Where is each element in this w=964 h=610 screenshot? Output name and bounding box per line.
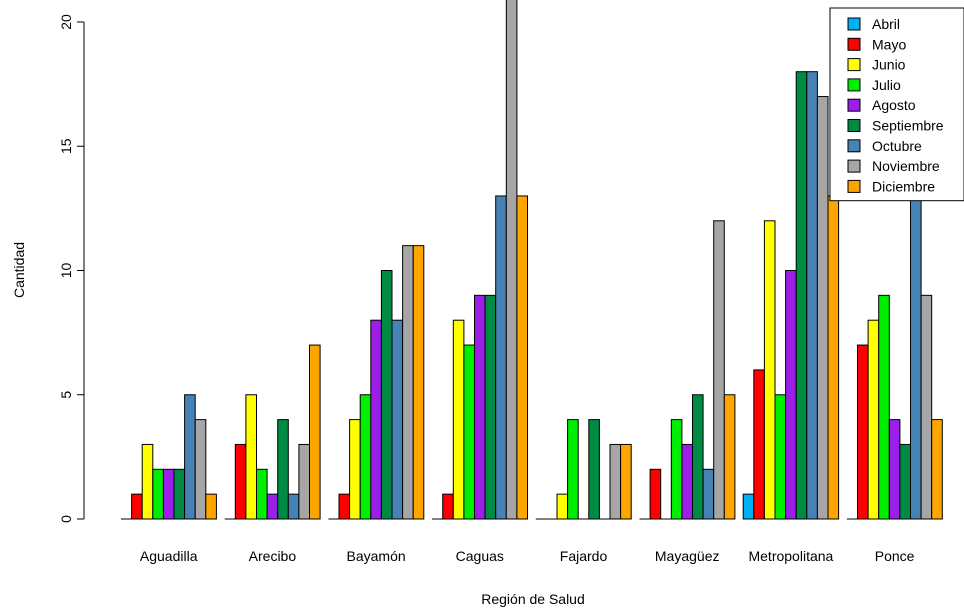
bar-diciembre-0 [205,493,217,520]
bar-octubre-1 [287,493,300,520]
bar-agosto-3 [474,294,486,520]
bar-diciembre-1 [309,344,321,520]
bar-julio-4 [567,419,579,520]
bar-octubre-2 [391,319,404,520]
bar-group [121,0,943,520]
bar-agosto-5 [681,443,694,520]
bar-junio-0 [141,443,154,520]
x-tick-label: Caguas [456,548,504,564]
x-tick-label: Aguadilla [140,548,198,564]
bar-junio-2 [349,419,361,520]
bar-mayo-1 [234,443,247,520]
legend: Abril Mayo Junio Julio Agosto Septiembre Octub… [829,7,964,202]
bar-septiembre-5 [692,394,704,520]
bar-septiembre-1 [277,419,289,520]
bar-noviembre-0 [194,419,207,520]
y-tick-label: 10 [58,263,74,279]
bar-septiembre-7 [899,443,912,520]
bar-noviembre-5 [713,220,725,520]
x-axis: Aguadilla Arecibo Bayamón Caguas Fajardo Maya… [140,548,915,564]
bar-junio-6 [763,220,776,520]
legend-swatch [847,159,861,173]
bar-octubre-3 [495,195,507,520]
bar-noviembre-6 [816,96,829,520]
bar-diciembre-2 [412,245,425,520]
x-tick-label: Bayamón [347,548,406,564]
bar-septiembre-3 [484,294,497,520]
legend-swatch [847,37,861,51]
y-tick-label: 15 [58,138,74,154]
legend-swatch [847,58,861,72]
y-tick-label: 0 [58,515,74,523]
bar-noviembre-4 [609,443,622,520]
x-tick-label: Mayagüez [655,548,720,564]
bar-mayo-7 [857,344,869,520]
x-axis-title: Región de Salud [481,591,585,607]
bar-diciembre-5 [723,394,736,520]
bar-agosto-7 [888,419,901,520]
legend-label: Septiembre [872,118,944,134]
legend-swatch [847,119,861,132]
legend-label: Junio [872,57,906,73]
bar-octubre-5 [702,468,715,520]
y-tick-label: 20 [58,14,74,30]
legend-swatch [847,17,861,31]
legend-label: Julio [872,77,901,93]
bar-mayo-2 [338,493,351,520]
y-tick-label: 5 [58,391,74,399]
y-axis: 0 5 10 15 20 [58,14,85,523]
bar-agosto-0 [162,468,175,520]
bar-octubre-0 [184,394,196,520]
bar-junio-3 [452,319,465,520]
bar-septiembre-6 [795,71,808,520]
legend-swatch [847,139,861,153]
bar-septiembre-0 [173,468,186,520]
x-tick-label: Fajardo [560,548,608,564]
legend-label: Abril [872,16,900,32]
bar-noviembre-7 [920,294,933,520]
bar-junio-7 [867,319,880,520]
legend-swatch [847,78,861,92]
bar-julio-0 [152,468,164,520]
bar-septiembre-4 [588,419,600,520]
bar-diciembre-7 [931,419,943,520]
legend-label: Agosto [872,97,916,113]
legend-swatch [847,179,861,193]
x-tick-label: Metropolitana [748,548,833,564]
legend-label: Noviembre [872,158,940,174]
bar-julio-2 [359,394,372,520]
bar-diciembre-3 [516,195,529,520]
x-tick-label: Arecibo [249,548,297,564]
legend-label: Mayo [872,36,906,52]
bar-noviembre-3 [505,0,518,520]
bar-julio-7 [878,294,890,520]
bar-diciembre-4 [620,443,632,520]
bar-junio-4 [556,493,569,520]
bar-mayo-5 [649,468,662,520]
bar-diciembre-6 [827,195,840,520]
bar-mayo-6 [753,369,765,520]
y-axis-title: Cantidad [11,242,27,298]
bar-septiembre-2 [380,270,393,520]
bar-julio-6 [774,394,787,520]
bar-agosto-1 [266,493,279,520]
bar-junio-1 [245,394,257,520]
bar-julio-1 [256,468,268,520]
bar-agosto-6 [785,270,797,520]
bar-noviembre-1 [298,443,310,520]
bar-octubre-7 [910,195,922,520]
bar-julio-5 [670,419,683,520]
bar-abril-6 [742,493,755,520]
legend-label: Octubre [872,138,922,154]
bar-mayo-3 [442,493,454,520]
bar-julio-3 [463,344,475,520]
bar-agosto-2 [370,319,382,520]
bar-octubre-6 [806,71,818,520]
bar-noviembre-2 [402,245,414,520]
bar-mayo-0 [131,493,143,520]
x-tick-label: Ponce [875,548,915,564]
legend-label: Diciembre [872,178,935,194]
legend-swatch [847,98,861,112]
